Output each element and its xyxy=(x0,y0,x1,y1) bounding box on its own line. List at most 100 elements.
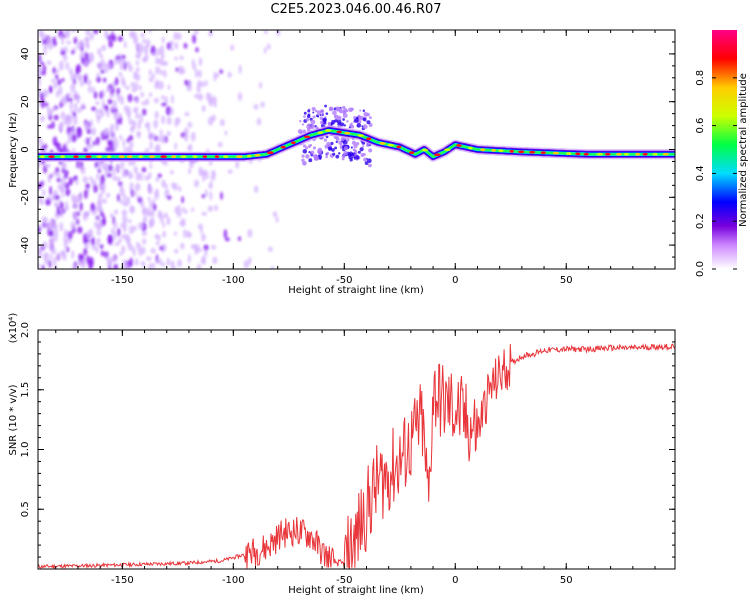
spectrogram-noise-blob xyxy=(169,170,174,175)
spectrogram-noise-blob xyxy=(119,184,124,192)
spectrogram-dispersion-blob xyxy=(327,122,332,126)
spectrogram-noise-blob xyxy=(128,244,134,252)
spectrogram-noise-blob xyxy=(199,228,204,234)
spectrogram-noise-blob xyxy=(41,189,46,196)
spectrogram-noise-blob xyxy=(101,44,107,52)
spectrogram-noise-blob xyxy=(48,260,52,269)
spectrogram-noise-blob xyxy=(212,256,218,265)
spectrogram-noise-blob xyxy=(45,102,49,108)
spectrogram-noise-blob xyxy=(54,223,58,231)
spectrogram-noise-blob xyxy=(154,189,160,200)
spectrogram-noise-blob xyxy=(79,201,83,212)
spectrogram-noise-blob xyxy=(68,97,73,103)
spectrogram-x-axis-label: Height of straight line (km) xyxy=(288,285,424,296)
spectrogram-noise-blob xyxy=(86,137,90,146)
spectrogram-hotspot xyxy=(148,155,156,159)
spectrogram-noise-blob xyxy=(113,263,119,269)
spectrogram-noise-blob xyxy=(59,221,64,232)
spectrogram-x-tick-label: -100 xyxy=(222,275,245,286)
spectrogram-dispersion-blob xyxy=(308,124,313,130)
spectrogram-noise-blob xyxy=(86,79,92,86)
spectrogram-noise-blob xyxy=(201,172,206,183)
spectrogram-dispersion-blob xyxy=(334,114,339,120)
snr-y-tick-label: 1.5 xyxy=(20,382,31,398)
spectrogram-noise-blob xyxy=(141,231,148,237)
spectrogram-dispersion-blob xyxy=(305,117,310,122)
spectrogram-dispersion-blob xyxy=(353,116,357,120)
spectrogram-noise-blob xyxy=(41,264,45,269)
spectrogram-noise-blob xyxy=(70,221,76,229)
spectrogram-noise-blob xyxy=(272,211,278,218)
spectrogram-noise-blob xyxy=(140,201,145,208)
spectrogram-dispersion-blob xyxy=(342,112,348,118)
spectrogram-dispersion-blob xyxy=(361,125,364,128)
spectrogram-dispersion-blob xyxy=(350,146,353,149)
spectrogram-noise-blob xyxy=(107,234,113,245)
spectrogram-noise-blob xyxy=(190,243,196,249)
spectrogram-dispersion-blob xyxy=(340,136,345,142)
spectrogram-noise-blob xyxy=(128,134,134,141)
spectrogram-dispersion-blob xyxy=(351,140,357,146)
spectrogram-noise-blob xyxy=(123,263,129,269)
spectrogram-noise-blob xyxy=(50,247,57,255)
spectrogram-noise-blob xyxy=(119,199,124,205)
spectrogram-hotspot xyxy=(566,152,572,155)
spectrogram-noise-blob xyxy=(78,39,84,48)
spectrogram-noise-blob xyxy=(100,250,105,257)
spectrogram-noise-blob xyxy=(173,31,178,41)
spectrogram-noise-blob xyxy=(107,173,113,178)
spectrogram-noise-blob xyxy=(197,248,203,253)
spectrogram-noise-blob xyxy=(134,98,140,104)
spectrogram-noise-blob xyxy=(130,189,135,198)
spectrogram-noise-blob xyxy=(157,258,162,265)
spectrogram-noise-blob xyxy=(92,140,96,146)
colorbar: 0.0 0.2 0.4 0.6 0.8 Normalized spectral ampl… xyxy=(695,30,749,277)
spectrogram-noise-blob xyxy=(50,78,56,83)
spectrogram-hotspot xyxy=(540,151,546,155)
spectrogram-noise-blob xyxy=(66,246,70,253)
spectrogram-noise-blob xyxy=(110,227,115,234)
spectrogram-noise-blob xyxy=(71,264,77,269)
spectrogram-noise-blob xyxy=(106,110,110,118)
spectrogram-noise-blob xyxy=(152,73,156,79)
spectrogram-noise-blob xyxy=(83,247,88,256)
spectrogram-hotspot xyxy=(596,152,603,156)
spectrogram-noise-blob xyxy=(219,69,224,74)
spectrogram-noise-blob xyxy=(106,258,112,267)
spectrogram-dispersion-blob xyxy=(341,154,346,159)
spectrogram-noise-blob xyxy=(80,165,86,175)
spectrogram-noise-blob xyxy=(46,60,52,66)
spectrogram-hotspot xyxy=(635,152,641,156)
spectrogram-noise-blob xyxy=(39,30,44,38)
spectrogram-y-tick-label: -20 xyxy=(20,189,31,205)
spectrogram-noise-blob xyxy=(127,93,133,103)
spectrogram-noise-blob xyxy=(65,61,70,71)
spectrogram-hotspot xyxy=(652,152,658,156)
spectrogram-noise-blob xyxy=(160,262,166,267)
spectrogram-noise-blob xyxy=(237,92,243,102)
spectrogram-noise-blob xyxy=(89,52,94,57)
spectrogram-noise-blob xyxy=(114,76,119,86)
spectrogram-noise-blob xyxy=(71,250,75,259)
spectrogram-dispersion-blob xyxy=(302,144,307,148)
spectrogram-noise-blob xyxy=(74,203,79,210)
spectrogram-noise-blob xyxy=(47,174,52,184)
spectrogram-noise-blob xyxy=(111,31,114,41)
spectrogram-noise-blob xyxy=(83,74,88,84)
spectrogram-dispersion-blob xyxy=(310,119,316,125)
spectrogram-noise-blob xyxy=(129,31,134,39)
spectrogram-noise-blob xyxy=(192,63,197,71)
spectrogram-dispersion-blob xyxy=(305,146,309,150)
spectrogram-noise-blob xyxy=(155,241,160,246)
spectrogram-noise-blob xyxy=(109,131,114,136)
spectrogram-noise-blob xyxy=(64,201,69,208)
spectrogram-noise-blob xyxy=(103,162,109,171)
spectrogram-noise-blob xyxy=(176,32,182,41)
spectrogram-noise-blob xyxy=(69,100,73,110)
spectrogram-noise-blob xyxy=(118,72,123,77)
spectrogram-dispersion-blob xyxy=(326,141,331,147)
spectrogram-noise-blob xyxy=(85,182,91,190)
spectrogram-noise-blob xyxy=(148,30,152,34)
spectrogram-noise-blob xyxy=(197,223,204,230)
spectrogram-noise-blob xyxy=(157,234,161,242)
